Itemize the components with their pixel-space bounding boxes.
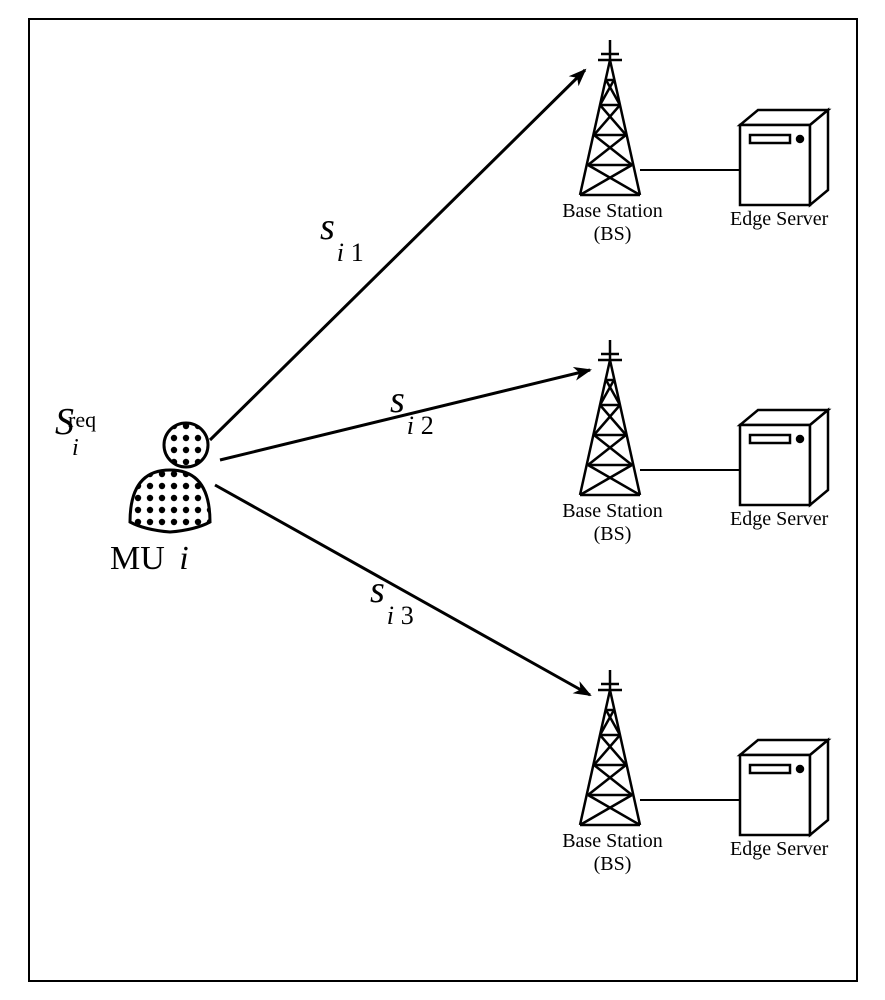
S-req-sub: i [72, 435, 79, 462]
label-bs-1: Base Station (BS) [555, 200, 670, 246]
bs2-line2: (BS) [594, 523, 632, 545]
MU-var: i [179, 540, 188, 577]
label-es-2: Edge Server [730, 508, 828, 531]
arrow-s-i3 [215, 485, 590, 695]
s-i1-main: s [320, 206, 335, 248]
bs2-line1: Base Station [562, 500, 663, 522]
label-s-i2: s i 2 [390, 378, 405, 422]
label-MU-i: MU i [110, 540, 189, 578]
MU-text: MU [110, 540, 165, 577]
s-i2-sub-2: 2 [421, 411, 434, 441]
base-station-1 [580, 40, 828, 205]
bs3-line1: Base Station [562, 830, 663, 852]
es3-text: Edge Server [730, 838, 828, 860]
label-es-1: Edge Server [730, 208, 828, 231]
s-i2-main: s [390, 379, 405, 421]
label-s-i3: s i 3 [370, 568, 385, 612]
label-bs-2: Base Station (BS) [555, 500, 670, 546]
bs1-line2: (BS) [594, 223, 632, 245]
s-i2-sub-i: i [407, 411, 414, 441]
diagram-canvas: S i req MU i s i 1 s i 2 s i 3 Base St [0, 0, 885, 1000]
es2-text: Edge Server [730, 508, 828, 530]
bs3-line2: (BS) [594, 853, 632, 875]
s-i1-sub-i: i [337, 238, 344, 268]
s-i3-main: s [370, 569, 385, 611]
s-i3-sub-i: i [387, 601, 394, 631]
label-es-3: Edge Server [730, 838, 828, 861]
arrow-s-i2 [220, 370, 590, 460]
es1-text: Edge Server [730, 208, 828, 230]
base-station-2 [580, 340, 828, 505]
S-req-sup: req [68, 407, 96, 433]
s-i3-sub-3: 3 [401, 601, 414, 631]
bs1-line1: Base Station [562, 200, 663, 222]
base-station-3 [580, 670, 828, 835]
label-bs-3: Base Station (BS) [555, 830, 670, 876]
s-i1-sub-1: 1 [351, 238, 364, 268]
label-S-req: S i req [55, 400, 74, 444]
mobile-user-icon [130, 423, 210, 532]
label-s-i1: s i 1 [320, 205, 335, 249]
